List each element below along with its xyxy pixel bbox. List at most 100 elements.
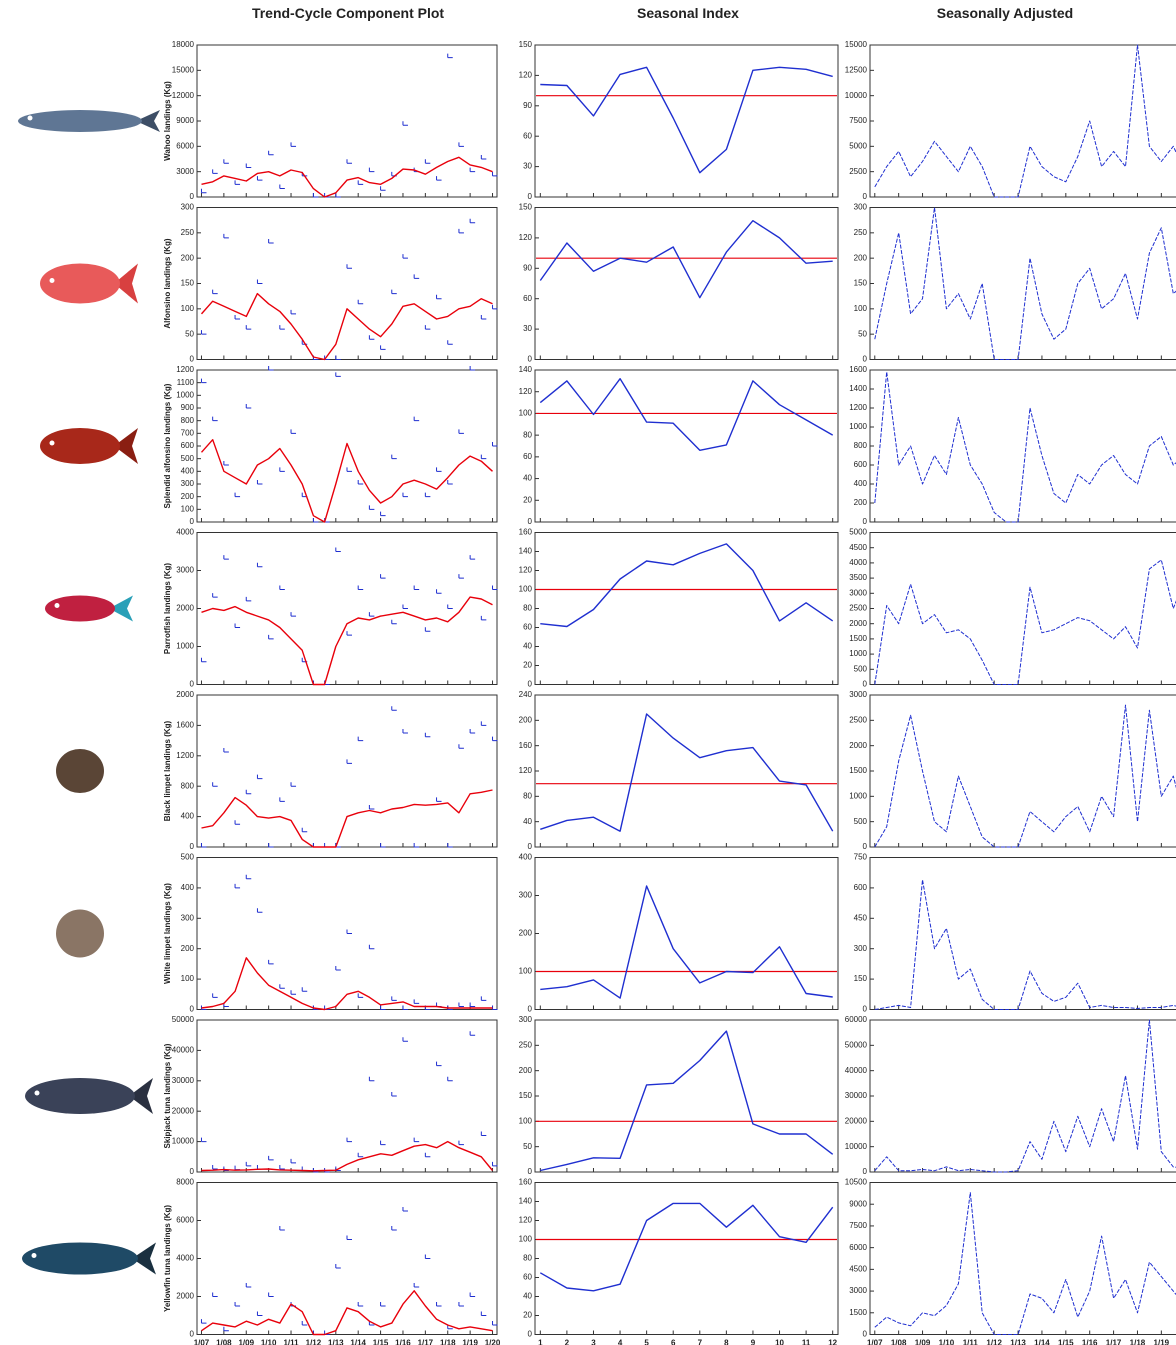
observation-mark [213,1165,218,1169]
y-tick-label: 10000 [845,1142,868,1151]
observation-mark [291,1159,296,1163]
y-tick-label: 2500 [849,167,867,176]
y-tick-label: 100 [854,304,868,313]
y-tick-label: 1400 [849,384,867,393]
observation-mark [213,169,218,173]
y-tick-label: 120 [519,766,533,775]
chart-panel: 0150300450600750 [854,853,1176,1014]
observation-mark [246,790,251,794]
plot-frame [870,695,1176,847]
y-tick-label: 200 [854,253,868,262]
plot-frame [197,45,497,197]
y-tick-label: 400 [181,466,195,475]
y-tick-label: 300 [854,944,868,953]
y-tick-label: 1000 [849,649,867,658]
observation-mark [358,300,363,304]
observation-mark [481,455,486,459]
y-tick-label: 500 [854,817,868,826]
x-tick-label: 1/10 [939,1339,955,1345]
observation-mark [459,1302,464,1306]
observation-mark [481,1132,486,1136]
y-tick-label: 0 [528,192,533,201]
observation-mark [280,1165,285,1169]
x-tick-label: 1/11 [283,1339,299,1345]
observation-mark [336,966,341,970]
observation-mark [269,1293,274,1297]
y-tick-label: 250 [181,228,195,237]
y-tick-label: 3000 [849,588,867,597]
x-tick-label: 1/08 [216,1339,232,1345]
observation-mark [437,797,442,801]
y-axis-label: Wahoo landings (Kg) [163,81,172,161]
observation-mark [448,54,453,58]
observation-mark [235,180,240,184]
y-tick-label: 4000 [849,558,867,567]
observation-mark [347,1138,352,1142]
observation-mark [257,563,262,567]
observation-mark [213,290,218,294]
observation-mark [347,930,352,934]
y-tick-label: 20 [523,661,532,670]
y-tick-label: 1600 [849,365,867,374]
observation-mark [470,1031,475,1035]
icon-body [56,910,104,958]
observation-mark [414,417,419,421]
y-tick-label: 0 [863,1005,868,1014]
observation-mark [246,404,251,408]
y-tick-label: 1500 [849,1308,867,1317]
observation-mark [448,340,453,344]
observation-mark [369,1077,374,1081]
observation-mark [257,775,262,779]
observation-mark [347,759,352,763]
observation-mark [269,1156,274,1160]
observation-mark [358,180,363,184]
observation-mark [224,461,229,465]
observation-mark [392,290,397,294]
icon-body [56,749,104,793]
observation-mark [425,1153,430,1157]
y-tick-label: 150 [519,203,533,212]
y-tick-label: 0 [528,1005,533,1014]
y-tick-label: 1000 [849,422,867,431]
observation-mark [437,1062,442,1066]
observation-mark [381,843,386,847]
y-tick-label: 400 [519,853,533,862]
y-tick-label: 18000 [172,40,195,49]
observation-mark [336,193,341,197]
plot-frame [535,370,838,522]
seasonal-line [540,886,832,998]
observation-mark [459,429,464,433]
observation-mark [336,548,341,552]
icon-eye [28,116,33,121]
observation-mark [381,186,386,190]
y-tick-label: 250 [519,1040,533,1049]
y-tick-label: 1200 [176,751,194,760]
x-tick-label: 1/16 [395,1339,411,1345]
observation-mark [392,706,397,710]
y-tick-label: 100 [519,409,533,418]
chart-panel: 0250050007500100001250015000 [845,40,1176,201]
column-title: Seasonal Index [637,5,739,21]
x-tick-label: 1/18 [440,1339,456,1345]
y-tick-label: 2500 [849,604,867,613]
observation-mark [213,593,218,597]
observation-mark [392,620,397,624]
icon-body [18,110,142,132]
icon-body [40,428,120,464]
y-tick-label: 2000 [849,741,867,750]
plot-frame [535,695,838,847]
y-tick-label: 0 [863,355,868,364]
y-tick-label: 100 [519,1235,533,1244]
y-tick-label: 300 [519,891,533,900]
x-tick-label: 6 [671,1339,676,1345]
adjusted-line [875,560,1176,685]
plot-frame [870,208,1176,360]
observation-mark [213,417,218,421]
trend-line [202,440,493,522]
y-tick-label: 1200 [176,365,194,374]
column-title: Trend-Cycle Component Plot [252,5,444,21]
y-tick-label: 1000 [849,791,867,800]
figure: Trend-Cycle Component Plot Seasonal Inde… [0,0,1176,1345]
observation-mark [392,455,397,459]
